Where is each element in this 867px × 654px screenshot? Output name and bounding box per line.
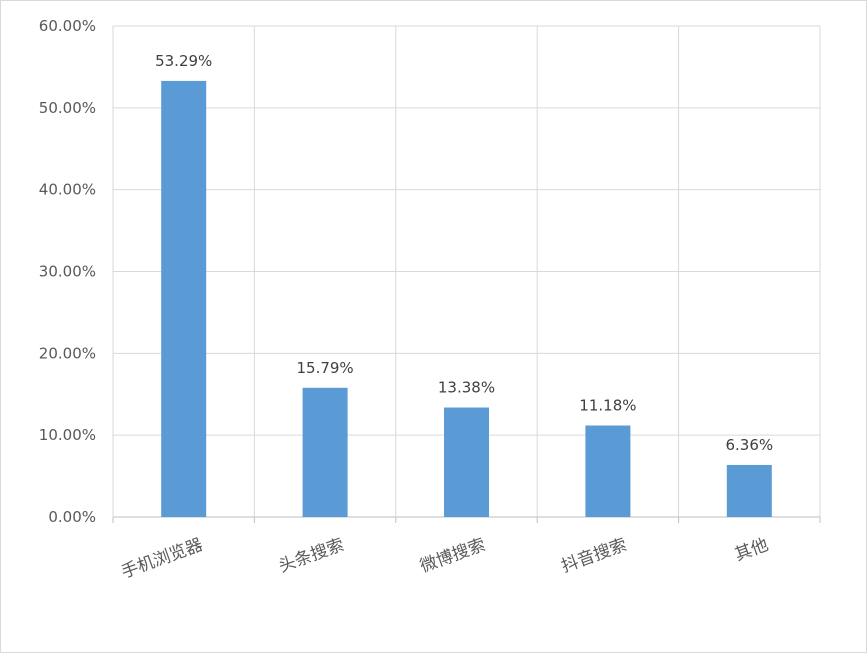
y-tick-label: 10.00% xyxy=(39,426,96,444)
data-label: 11.18% xyxy=(579,397,636,415)
x-tick-label: 微博搜索 xyxy=(417,535,488,577)
data-label: 13.38% xyxy=(438,379,495,397)
x-tick-label: 其他 xyxy=(732,535,771,565)
bar xyxy=(585,425,631,517)
data-label: 6.36% xyxy=(725,436,773,454)
y-tick-label: 30.00% xyxy=(39,263,96,281)
data-label: 53.29% xyxy=(155,52,212,70)
y-tick-label: 50.00% xyxy=(39,99,96,117)
bar xyxy=(726,464,772,517)
bar xyxy=(161,80,207,518)
y-tick-label: 20.00% xyxy=(39,344,96,362)
bar xyxy=(444,407,489,517)
data-label: 15.79% xyxy=(296,359,353,377)
y-tick-label: 40.00% xyxy=(39,181,96,199)
x-tick-label: 头条搜索 xyxy=(276,535,347,577)
y-tick-label: 60.00% xyxy=(39,17,96,35)
bar xyxy=(302,387,348,517)
y-tick-label: 0.00% xyxy=(48,508,96,526)
x-tick-label: 手机浏览器 xyxy=(119,535,206,583)
x-tick-label: 抖音搜索 xyxy=(559,535,630,577)
